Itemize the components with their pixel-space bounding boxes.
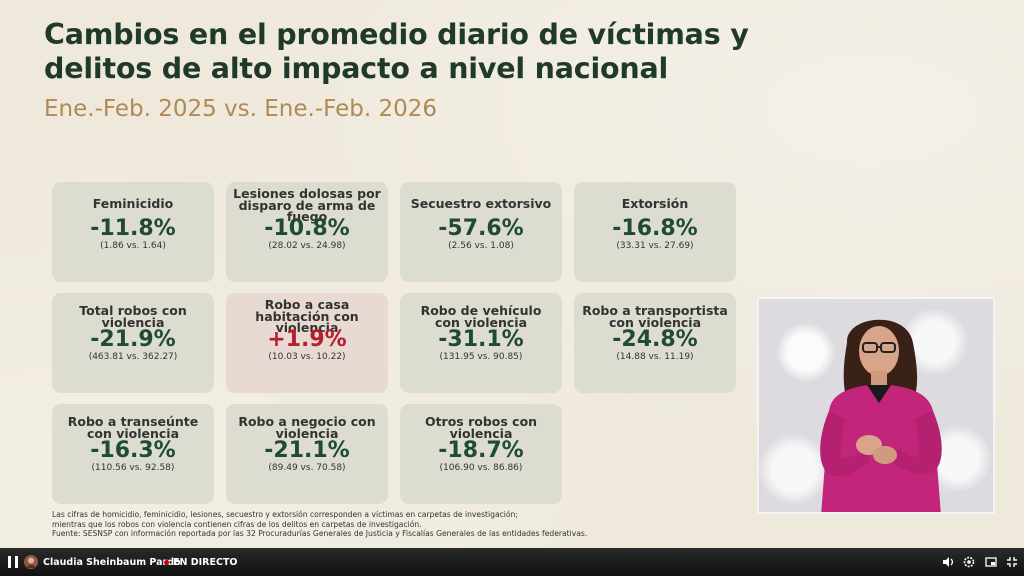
card-percent-change: -16.8% (612, 216, 698, 241)
live-label: EN DIRECTO (173, 556, 238, 568)
card-comparison: (110.56 vs. 92.58) (91, 463, 175, 473)
card-percent-change: -21.1% (264, 438, 350, 463)
card-percent-change: -11.8% (90, 216, 176, 241)
miniplayer-button[interactable] (985, 548, 997, 576)
card-title: Robo a negocio con violencia (238, 414, 376, 441)
card-comparison: (28.02 vs. 24.98) (268, 241, 346, 251)
card-feminicidio: Feminicidio -11.8% (1.86 vs. 1.64) (52, 182, 214, 282)
live-dot-icon (164, 559, 169, 565)
card-secuestro-extorsivo: Secuestro extorsivo -57.6% (2.56 vs. 1.0… (400, 182, 562, 282)
settings-button[interactable] (963, 548, 975, 576)
fullscreen-exit-icon (1007, 557, 1017, 567)
card-robo-transeunte: Robo a transeúnte con violencia -16.3% (… (52, 404, 214, 504)
card-percent-change: -21.9% (90, 327, 176, 352)
exit-fullscreen-button[interactable] (1006, 548, 1018, 576)
card-robo-vehiculo: Robo de vehículo con violencia -31.1% (1… (400, 293, 562, 393)
card-percent-change: -24.8% (612, 327, 698, 352)
card-title: Lesiones dolosas por disparo de arma de … (233, 186, 381, 224)
card-robo-negocio: Robo a negocio con violencia -21.1% (89.… (226, 404, 388, 504)
card-comparison: (463.81 vs. 362.27) (88, 352, 178, 362)
card-percent-change: -31.1% (438, 327, 524, 352)
card-percent-change: -57.6% (438, 216, 524, 241)
card-comparison: (89.49 vs. 70.58) (268, 463, 346, 473)
card-percent-change: -18.7% (438, 438, 524, 463)
card-comparison: (131.95 vs. 90.85) (439, 352, 523, 362)
slide-subtitle: Ene.-Feb. 2025 vs. Ene.-Feb. 2026 (44, 96, 438, 122)
live-badge[interactable]: EN DIRECTO (164, 548, 238, 576)
footnote-line: Fuente: SESNSP con información reportada… (52, 529, 588, 538)
card-comparison: (10.03 vs. 10.22) (268, 352, 346, 362)
card-comparison: (14.88 vs. 11.19) (616, 352, 694, 362)
card-lesiones-dolosas: Lesiones dolosas por disparo de arma de … (226, 182, 388, 282)
card-percent-change: -10.8% (264, 216, 350, 241)
settings-icon (963, 556, 975, 568)
card-comparison: (106.90 vs. 86.86) (439, 463, 523, 473)
card-comparison: (1.86 vs. 1.64) (100, 241, 166, 251)
slide-title: Cambios en el promedio diario de víctima… (44, 18, 749, 85)
card-title: Robo a casa habitación con violencia (255, 297, 359, 335)
card-percent-change: +1.9% (267, 327, 347, 352)
card-otros-robos: Otros robos con violencia -18.7% (106.90… (400, 404, 562, 504)
sign-language-interpreter-video (757, 297, 995, 514)
card-total-robos: Total robos con violencia -21.9% (463.81… (52, 293, 214, 393)
pause-button[interactable] (8, 548, 18, 576)
footnote-line: mientras que los robos con violencia con… (52, 519, 422, 529)
footnote-line: Las cifras de homicidio, feminicidio, le… (52, 510, 518, 519)
card-title: Otros robos con violencia (424, 414, 538, 441)
card-comparison: (2.56 vs. 1.08) (448, 241, 514, 251)
card-extorsion: Extorsión -16.8% (33.31 vs. 27.69) (574, 182, 736, 282)
card-title: Robo a transportista con violencia (582, 303, 728, 330)
card-title: Total robos con violencia (79, 303, 187, 330)
channel-name[interactable]: Claudia Sheinbaum Pardo (43, 556, 181, 568)
footnote: Las cifras de homicidio, feminicidio, le… (52, 510, 692, 539)
channel-avatar[interactable] (24, 548, 38, 576)
card-title: Secuestro extorsivo (410, 196, 552, 211)
card-robo-transportista: Robo a transportista con violencia -24.8… (574, 293, 736, 393)
card-robo-casa: Robo a casa habitación con violencia +1.… (226, 293, 388, 393)
card-comparison: (33.31 vs. 27.69) (616, 241, 694, 251)
volume-icon (943, 557, 954, 567)
card-title: Feminicidio (92, 196, 174, 211)
pause-icon (8, 556, 18, 568)
presentation-slide: Cambios en el promedio diario de víctima… (0, 0, 1024, 548)
miniplayer-icon (985, 557, 997, 567)
card-title: Extorsión (621, 196, 689, 211)
card-percent-change: -16.3% (90, 438, 176, 463)
video-player-controls: Claudia Sheinbaum Pardo EN DIRECTO (0, 548, 1024, 576)
volume-button[interactable] (942, 548, 954, 576)
interpreter-figure (820, 319, 942, 512)
avatar-icon (24, 555, 38, 569)
card-title: Robo de vehículo con violencia (420, 303, 542, 330)
card-title: Robo a transeúnte con violencia (67, 414, 199, 441)
